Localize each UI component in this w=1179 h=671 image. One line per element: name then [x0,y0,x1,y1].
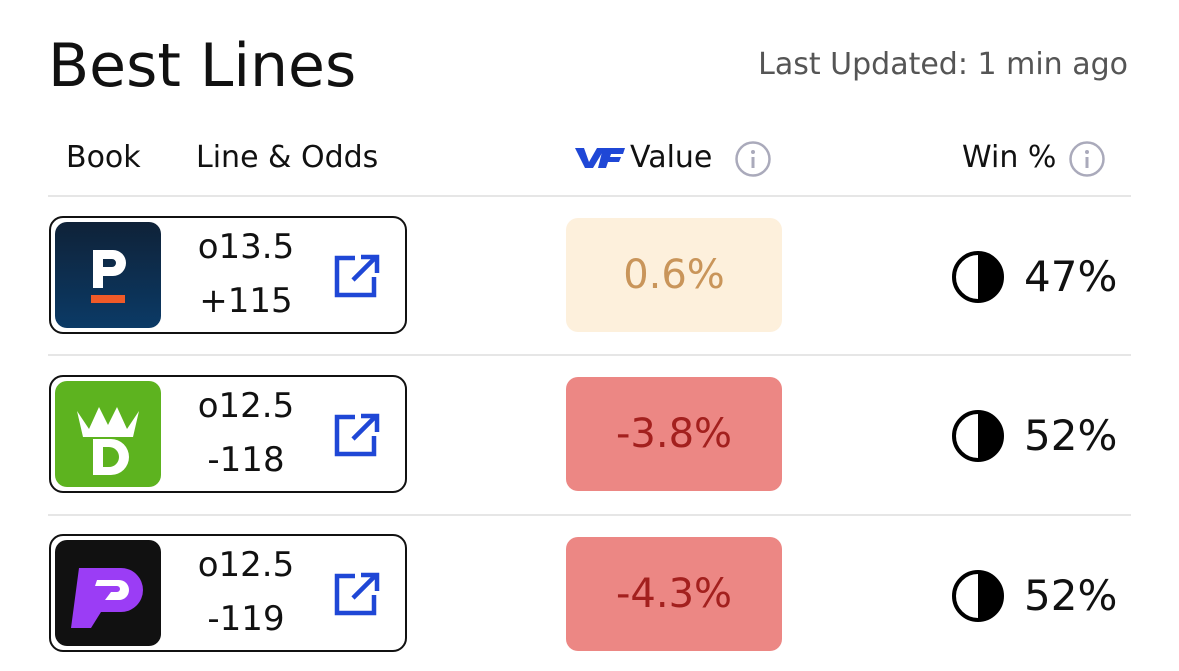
win: 52% [950,566,1130,626]
win-icon [952,410,1004,462]
value: -3.8% [566,377,782,491]
value: -4.3% [566,537,782,651]
win-icon [952,251,1004,303]
col-book: Book [66,140,141,175]
odds: -118 [207,440,285,480]
last-updated: Last Updated: 1 min ago [758,47,1128,82]
win-icon [952,570,1004,622]
external-link[interactable] [333,412,381,458]
external-link[interactable] [333,253,381,299]
book-card[interactable]: o12.5 -119 [49,534,407,652]
line: o12.5 [197,545,295,585]
info-icon[interactable] [1068,140,1106,178]
odds: -119 [207,599,285,639]
col-win: Win % [962,140,1057,175]
separator [48,354,1131,356]
brand-logo [575,148,625,168]
title: Best Lines [48,31,357,101]
col-value: Value [630,140,713,175]
win: 47% [950,247,1130,307]
book-card[interactable]: o13.5 +115 [49,216,407,334]
book-card[interactable]: o12.5 -118 [49,375,407,493]
win-pct: 52% [1024,571,1118,620]
line: o13.5 [197,227,295,267]
win: 52% [950,406,1130,466]
col-line: Line & Odds [196,140,379,175]
book-logo [55,540,161,646]
odds: +115 [199,281,293,321]
win-pct: 47% [1024,252,1118,301]
value: 0.6% [566,218,782,332]
info-icon[interactable] [734,140,772,178]
line: o12.5 [197,386,295,426]
win-pct: 52% [1024,411,1118,460]
book-logo [55,381,161,487]
book-logo [55,222,161,328]
separator [48,195,1131,197]
separator [48,514,1131,516]
external-link[interactable] [333,571,381,617]
